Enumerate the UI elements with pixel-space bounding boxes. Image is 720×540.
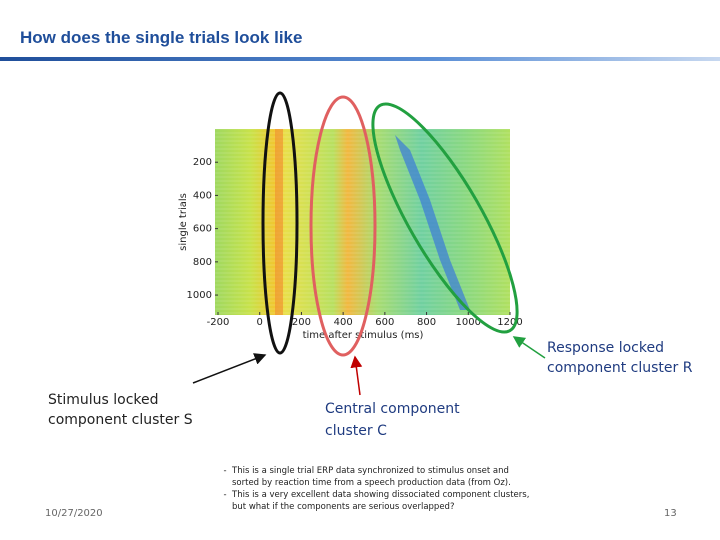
x-tick-label: 1200 xyxy=(497,317,522,328)
y-axis-label: single trials xyxy=(178,193,189,251)
annotation: Response locked component cluster R xyxy=(547,340,693,376)
bullet: This is a single trial ERP data synchron… xyxy=(232,465,532,489)
heatmap-band xyxy=(395,135,470,310)
page-number: 13 xyxy=(664,508,677,519)
arrow xyxy=(512,336,546,359)
heatmap-band xyxy=(275,129,283,315)
footer-date: 10/27/2020 xyxy=(45,508,103,519)
cluster-s-ellipse xyxy=(261,91,299,355)
x-tick-label: 800 xyxy=(417,317,436,328)
x-axis-label: time after stimulus (ms) xyxy=(303,330,424,341)
x-tick-label: 400 xyxy=(334,317,353,328)
x-tick-label: 600 xyxy=(375,317,394,328)
y-tick-label: 200 xyxy=(193,157,212,168)
title-rule xyxy=(0,57,720,61)
y-tick-label: 800 xyxy=(193,257,212,268)
bullet-list: This is a single trial ERP data synchron… xyxy=(218,465,532,513)
y-tick-label: 400 xyxy=(193,190,212,201)
annotation: Stimulus locked component cluster S xyxy=(48,392,193,428)
arrow xyxy=(350,355,363,396)
annotation: Central component cluster C xyxy=(325,401,460,439)
y-tick-label: 600 xyxy=(193,224,212,235)
x-tick-label: 200 xyxy=(292,317,311,328)
arrow xyxy=(192,353,267,384)
bullet: This is a very excellent data showing di… xyxy=(232,489,532,513)
cluster-c-ellipse xyxy=(309,95,377,357)
slide-title: How does the single trials look like xyxy=(20,28,303,47)
heatmap-texture xyxy=(215,129,510,315)
x-tick-label: 1000 xyxy=(456,317,481,328)
cluster-r-ellipse xyxy=(371,102,519,334)
x-tick-label: 0 xyxy=(257,317,263,328)
x-tick-label: -200 xyxy=(207,317,230,328)
y-tick-label: 1000 xyxy=(187,290,212,301)
